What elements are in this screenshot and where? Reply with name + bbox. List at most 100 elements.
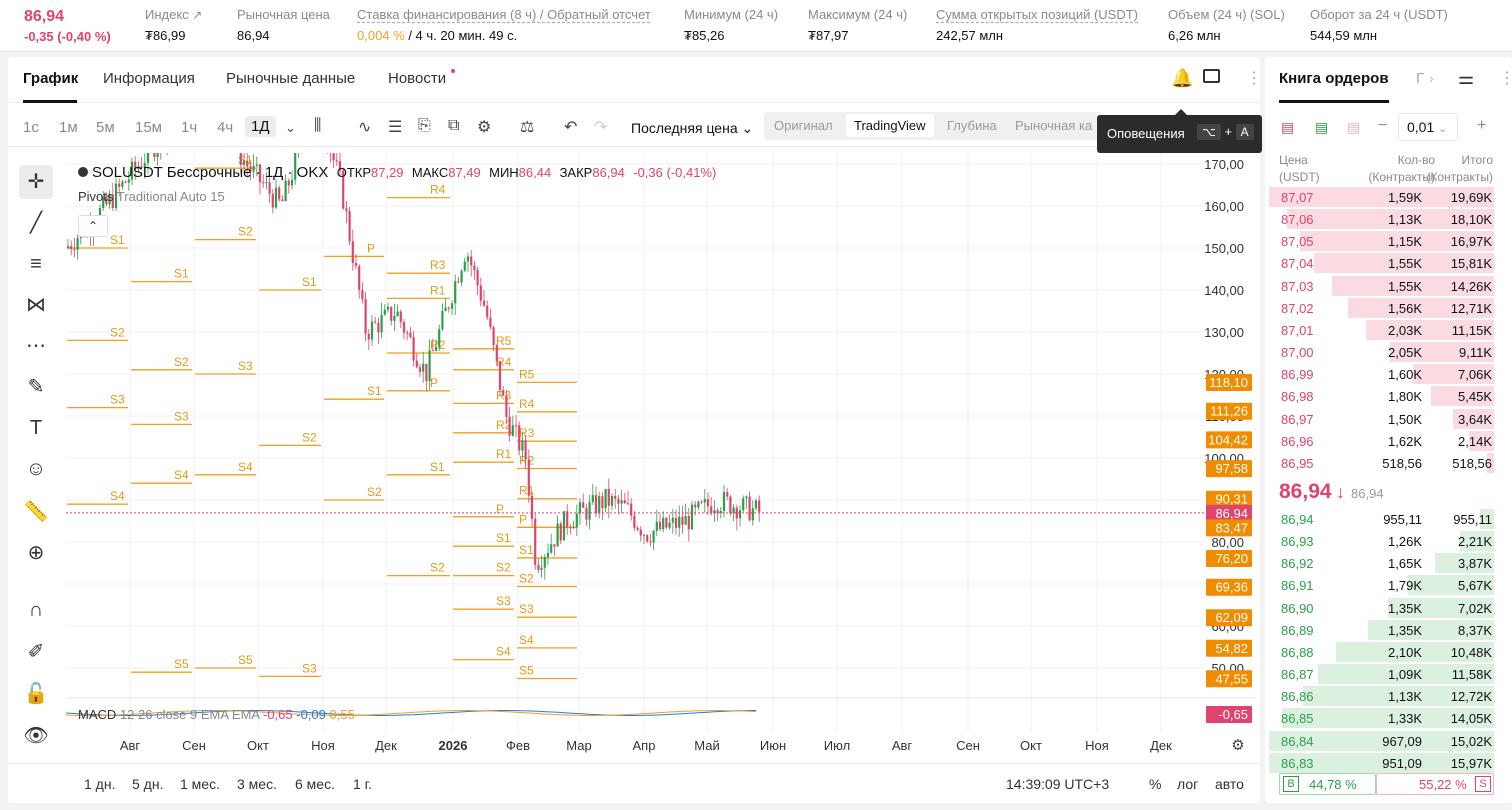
ask-row[interactable]: 86,99 1,60K 7,06K [1265, 363, 1512, 385]
fullscreen-icon[interactable] [1203, 69, 1220, 83]
eye-icon[interactable]: 👁 [23, 725, 49, 747]
list-icon[interactable]: ☰ [388, 119, 403, 136]
lock-drawing-icon[interactable]: ✐ [27, 641, 45, 663]
brush-icon[interactable]: ✎ [27, 376, 45, 398]
bid-row[interactable]: 86,93 1,26K 2,21K [1265, 530, 1512, 552]
bid-row[interactable]: 86,94 955,11 955,11 [1265, 508, 1512, 530]
ask-row[interactable]: 86,97 1,50K 3,64K [1265, 408, 1512, 430]
stat-funding-rate[interactable]: Ставка финансирования (8 ч) / Обратный о… [357, 7, 651, 43]
book-both-icon[interactable]: ▤ [1281, 119, 1295, 135]
ask-row[interactable]: 87,07 1,59K 19,69K [1265, 186, 1512, 208]
book-asks-icon[interactable]: ▤ [1347, 119, 1361, 135]
view-market[interactable]: Рыночная ка [1015, 118, 1093, 133]
bid-row[interactable]: 86,86 1,13K 12,72K [1265, 685, 1512, 707]
emoji-icon[interactable]: ☺ [25, 458, 47, 480]
indicators-icon[interactable]: ∿ [358, 119, 372, 136]
gear-icon[interactable]: ⚙ [477, 119, 492, 136]
tab-info[interactable]: Информация [103, 70, 195, 87]
more-vertical-icon[interactable]: ⋮ [1246, 70, 1262, 87]
crosshair-icon[interactable]: ✛ [19, 165, 53, 199]
scale-icon[interactable]: ⚖ [520, 119, 535, 136]
price-chart[interactable]: 170,00160,00150,00140,00130,00120,00110,… [66, 153, 1256, 753]
lock-icon[interactable]: 🔓 [23, 683, 49, 705]
tab-market-data[interactable]: Рыночные данные [226, 70, 356, 87]
ruler-icon[interactable]: 📏 [23, 501, 49, 523]
stat-index[interactable]: Индекс ↗ ₮86,99 [145, 7, 202, 43]
ask-row[interactable]: 87,00 2,05K 9,11K [1265, 341, 1512, 363]
pattern-icon[interactable]: ⋈ [26, 294, 46, 316]
tab-chart[interactable]: График [23, 70, 79, 87]
range-1m[interactable]: 1 мес. [180, 776, 220, 792]
redo-icon[interactable]: ↷ [594, 119, 608, 136]
ask-row[interactable]: 87,02 1,56K 12,71K [1265, 297, 1512, 319]
ask-row[interactable]: 86,96 1,62K 2,14K [1265, 430, 1512, 452]
timeframe-15m[interactable]: 15м [135, 119, 162, 136]
timeframe-1d[interactable]: 1Д [245, 116, 276, 137]
candle-type-icon[interactable]: ⫼ [314, 117, 322, 134]
range-1y[interactable]: 1 г. [353, 776, 372, 792]
bid-row[interactable]: 86,83 951,09 15,97K [1265, 752, 1512, 774]
view-depth[interactable]: Глубина [947, 118, 997, 133]
bid-row[interactable]: 86,91 1,79K 5,67K [1265, 574, 1512, 596]
stat-open-interest[interactable]: Сумма открытых позиций (USDT) 242,57 млн [936, 7, 1138, 43]
ask-row[interactable]: 87,03 1,55K 14,26K [1265, 275, 1512, 297]
range-3m[interactable]: 3 мес. [237, 776, 277, 792]
bid-row[interactable]: 86,85 1,33K 14,05K [1265, 707, 1512, 729]
minus-icon[interactable]: − [1378, 117, 1388, 134]
add-alert-icon[interactable]: 🔔 [1171, 68, 1194, 88]
more-vertical-icon[interactable]: ⋮ [1499, 70, 1512, 87]
chart-clock[interactable]: 14:39:09 UTC+3 [1006, 776, 1110, 792]
log-scale-toggle[interactable]: лог [1177, 776, 1199, 792]
timeframe-4h[interactable]: 4ч [217, 119, 234, 136]
bid-row[interactable]: 86,87 1,09K 11,58K [1265, 663, 1512, 685]
bid-row[interactable]: 86,88 2,10K 10,48K [1265, 641, 1512, 663]
horizontal-lines-icon[interactable]: ≡ [30, 253, 42, 275]
book-bids-icon[interactable]: ▤ [1315, 119, 1329, 135]
timeframe-5m[interactable]: 5м [96, 119, 115, 136]
range-6m[interactable]: 6 мес. [295, 776, 335, 792]
ask-row[interactable]: 87,04 1,55K 15,81K [1265, 252, 1512, 274]
timeframe-1m[interactable]: 1м [59, 119, 78, 136]
ask-row[interactable]: 87,05 1,15K 16,97K [1265, 230, 1512, 252]
plus-icon[interactable]: + [1477, 117, 1487, 134]
price-type-select[interactable]: Последняя цена ⌄ [631, 120, 753, 137]
bid-row[interactable]: 86,92 1,65K 3,87K [1265, 552, 1512, 574]
collapse-legend-button[interactable]: ⌃ [78, 215, 108, 237]
range-1d[interactable]: 1 дн. [84, 776, 116, 792]
chevron-right-icon[interactable]: › [1429, 70, 1434, 86]
timeframe-1h[interactable]: 1ч [181, 119, 198, 136]
templates-icon[interactable]: ⎘ [418, 117, 431, 134]
macd-legend[interactable]: MACD 12 26 close 9 EMA EMA -0,65 -0,09 0… [78, 707, 355, 722]
ask-row[interactable]: 87,01 2,03K 11,15K [1265, 319, 1512, 341]
settings-sliders-icon[interactable]: ⚌ [1458, 68, 1475, 88]
step-select[interactable]: 0,01 ⌄ [1398, 113, 1458, 141]
ask-row[interactable]: 87,06 1,13K 18,10K [1265, 208, 1512, 230]
candle-body [598, 496, 601, 514]
text-icon[interactable]: T [29, 417, 43, 439]
undo-icon[interactable]: ↶ [564, 119, 578, 136]
ask-row[interactable]: 86,95 518,56 518,56 [1265, 452, 1512, 474]
tab-news[interactable]: Новости [388, 70, 447, 87]
view-original[interactable]: Оригинал [774, 118, 833, 133]
bid-row[interactable]: 86,89 1,35K 8,37K [1265, 619, 1512, 641]
compare-icon[interactable]: ⧉ [448, 117, 460, 134]
indicator-legend[interactable]: Pivots Traditional Auto 15 [78, 189, 225, 204]
candle-body [108, 194, 111, 205]
range-5d[interactable]: 5 дн. [132, 776, 164, 792]
candle-body [73, 248, 76, 250]
timeframe-1s[interactable]: 1с [23, 119, 39, 136]
percent-scale-toggle[interactable]: % [1149, 776, 1162, 792]
bid-row[interactable]: 86,84 967,09 15,02K [1265, 730, 1512, 752]
view-tradingview[interactable]: TradingView [846, 114, 934, 137]
ask-row[interactable]: 86,98 1,80K 5,45K [1265, 385, 1512, 407]
tab-trades[interactable]: Г [1416, 70, 1425, 87]
chevron-down-icon[interactable]: ⌄ [285, 120, 296, 135]
trendline-icon[interactable]: ╱ [29, 212, 43, 234]
magnet-icon[interactable]: ∩ [28, 599, 44, 621]
orderbook-title[interactable]: Книга ордеров [1279, 70, 1389, 87]
zoom-icon[interactable]: ⊕ [27, 542, 45, 564]
bid-row[interactable]: 86,90 1,35K 7,02K [1265, 597, 1512, 619]
auto-scale-toggle[interactable]: авто [1215, 776, 1244, 792]
axis-settings-icon[interactable]: ⚙ [1231, 736, 1244, 753]
fib-icon[interactable]: ⋯ [26, 335, 46, 357]
